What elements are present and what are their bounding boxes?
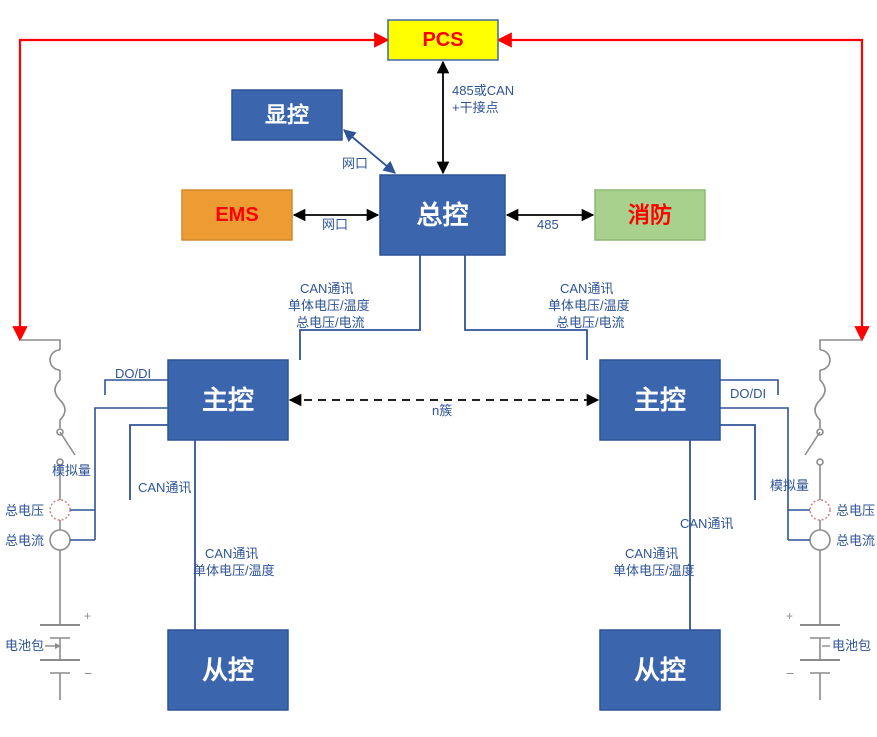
ems-zongkong-label: 网口 [322, 217, 348, 232]
pcs-zongkong-label1: 485或CAN [452, 83, 514, 98]
n-cluster-label: n簇 [432, 403, 452, 418]
right-analog-tap [720, 408, 788, 475]
right-can-label3: 总电压/电流 [556, 315, 625, 330]
node-zhukong_l: 主控 [168, 360, 288, 440]
svg-text:+: + [786, 609, 793, 623]
node-zhukong_r: 主控 [600, 360, 720, 440]
left-dodi-tap [105, 380, 168, 395]
right-can-label1: CAN通讯 [560, 281, 613, 296]
right-dodi-label: DO/DI [730, 386, 766, 401]
zongkong-xiaofang-label: 485 [537, 217, 559, 232]
xiankong-zongkong-label: 网口 [342, 156, 368, 171]
right-current-label: 总电流 [836, 533, 875, 548]
left-can-label2: 单体电压/温度 [288, 298, 370, 313]
right-battery-label: 电池包 [832, 638, 871, 653]
left-can-label3: 总电压/电流 [296, 315, 365, 330]
node-xiankong: 显控 [232, 90, 342, 140]
left-dodi-label: DO/DI [115, 366, 151, 381]
left-battery-label: 电池包 [5, 638, 44, 653]
right-voltage-label: 总电压 [836, 503, 875, 518]
node-xiaofang-label: 消防 [628, 203, 672, 228]
node-congkong_r-label: 从控 [634, 655, 686, 685]
left-sub-can1: CAN通讯 [205, 546, 258, 561]
svg-text:−: − [84, 665, 92, 681]
node-zhukong_r-label: 主控 [634, 385, 686, 415]
right-sub-can2: 单体电压/温度 [613, 563, 695, 578]
left-sub-can2: 单体电压/温度 [193, 563, 275, 578]
left-can-label1: CAN通讯 [300, 281, 353, 296]
right-can-tap-label: CAN通讯 [680, 516, 733, 531]
left-current-label: 总电流 [5, 533, 44, 548]
right-analog-label: 模拟量 [770, 478, 809, 493]
node-ems: EMS [182, 190, 292, 240]
svg-text:+: + [84, 609, 91, 623]
node-xiankong-label: 显控 [265, 103, 309, 128]
node-zhukong_l-label: 主控 [202, 385, 254, 415]
node-congkong_r: 从控 [600, 630, 720, 710]
system-diagram: 485或CAN +干接点 网口 网口 485 CAN通讯 单体电压/温度 总电压… [0, 0, 877, 737]
left-voltage-label: 总电压 [5, 503, 44, 518]
node-ems-label: EMS [215, 204, 258, 226]
svg-text:−: − [786, 665, 794, 681]
left-analog-label: 模拟量 [52, 463, 91, 478]
left-analog-tap [95, 408, 168, 475]
right-sub-can1: CAN通讯 [625, 546, 678, 561]
node-pcs-label: PCS [422, 29, 463, 51]
node-zongkong: 总控 [380, 175, 505, 255]
right-can-label2: 单体电压/温度 [548, 298, 630, 313]
pcs-zongkong-label2: +干接点 [452, 100, 499, 115]
node-pcs: PCS [388, 20, 498, 60]
node-congkong_l: 从控 [168, 630, 288, 710]
node-xiaofang: 消防 [595, 190, 705, 240]
node-congkong_l-label: 从控 [202, 655, 254, 685]
left-can-tap-label: CAN通讯 [138, 480, 191, 495]
right-can-tap [720, 425, 755, 500]
node-zongkong-label: 总控 [416, 200, 468, 230]
